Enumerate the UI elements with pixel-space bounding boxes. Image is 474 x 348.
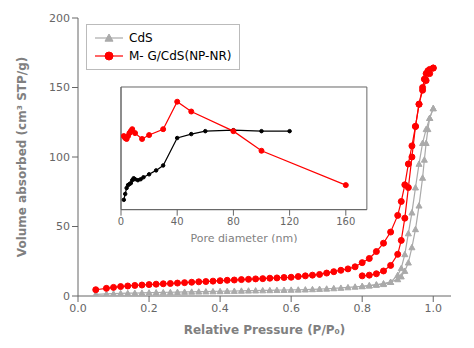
- svg-text:160: 160: [336, 215, 355, 226]
- svg-text:0.4: 0.4: [211, 302, 229, 315]
- html-text:M- G/CdS(NP-NR): M- G/CdS(NP-NR): [129, 49, 232, 63]
- svg-text:0.8: 0.8: [353, 302, 371, 315]
- svg-text:Relative Pressure (P/P₀): Relative Pressure (P/P₀): [184, 323, 346, 337]
- svg-text:1.0: 1.0: [424, 302, 442, 315]
- svg-text:100: 100: [49, 151, 70, 164]
- svg-text:0.2: 0.2: [140, 302, 158, 315]
- svg-text:Pore diameter (nm): Pore diameter (nm): [190, 231, 297, 243]
- svg-text:Volume absorbed (cm³ STP/g): Volume absorbed (cm³ STP/g): [15, 57, 29, 257]
- svg-text:80: 80: [227, 215, 240, 226]
- svg-text:50: 50: [56, 220, 70, 233]
- html-text:CdS: CdS: [129, 31, 153, 45]
- svg-text:120: 120: [280, 215, 299, 226]
- svg-text:0: 0: [117, 215, 123, 226]
- svg-text:150: 150: [49, 81, 70, 94]
- svg-text:0: 0: [63, 290, 70, 303]
- svg-text:200: 200: [49, 12, 70, 25]
- svg-text:0.0: 0.0: [69, 302, 87, 315]
- svg-text:0.6: 0.6: [282, 302, 300, 315]
- svg-text:40: 40: [170, 215, 183, 226]
